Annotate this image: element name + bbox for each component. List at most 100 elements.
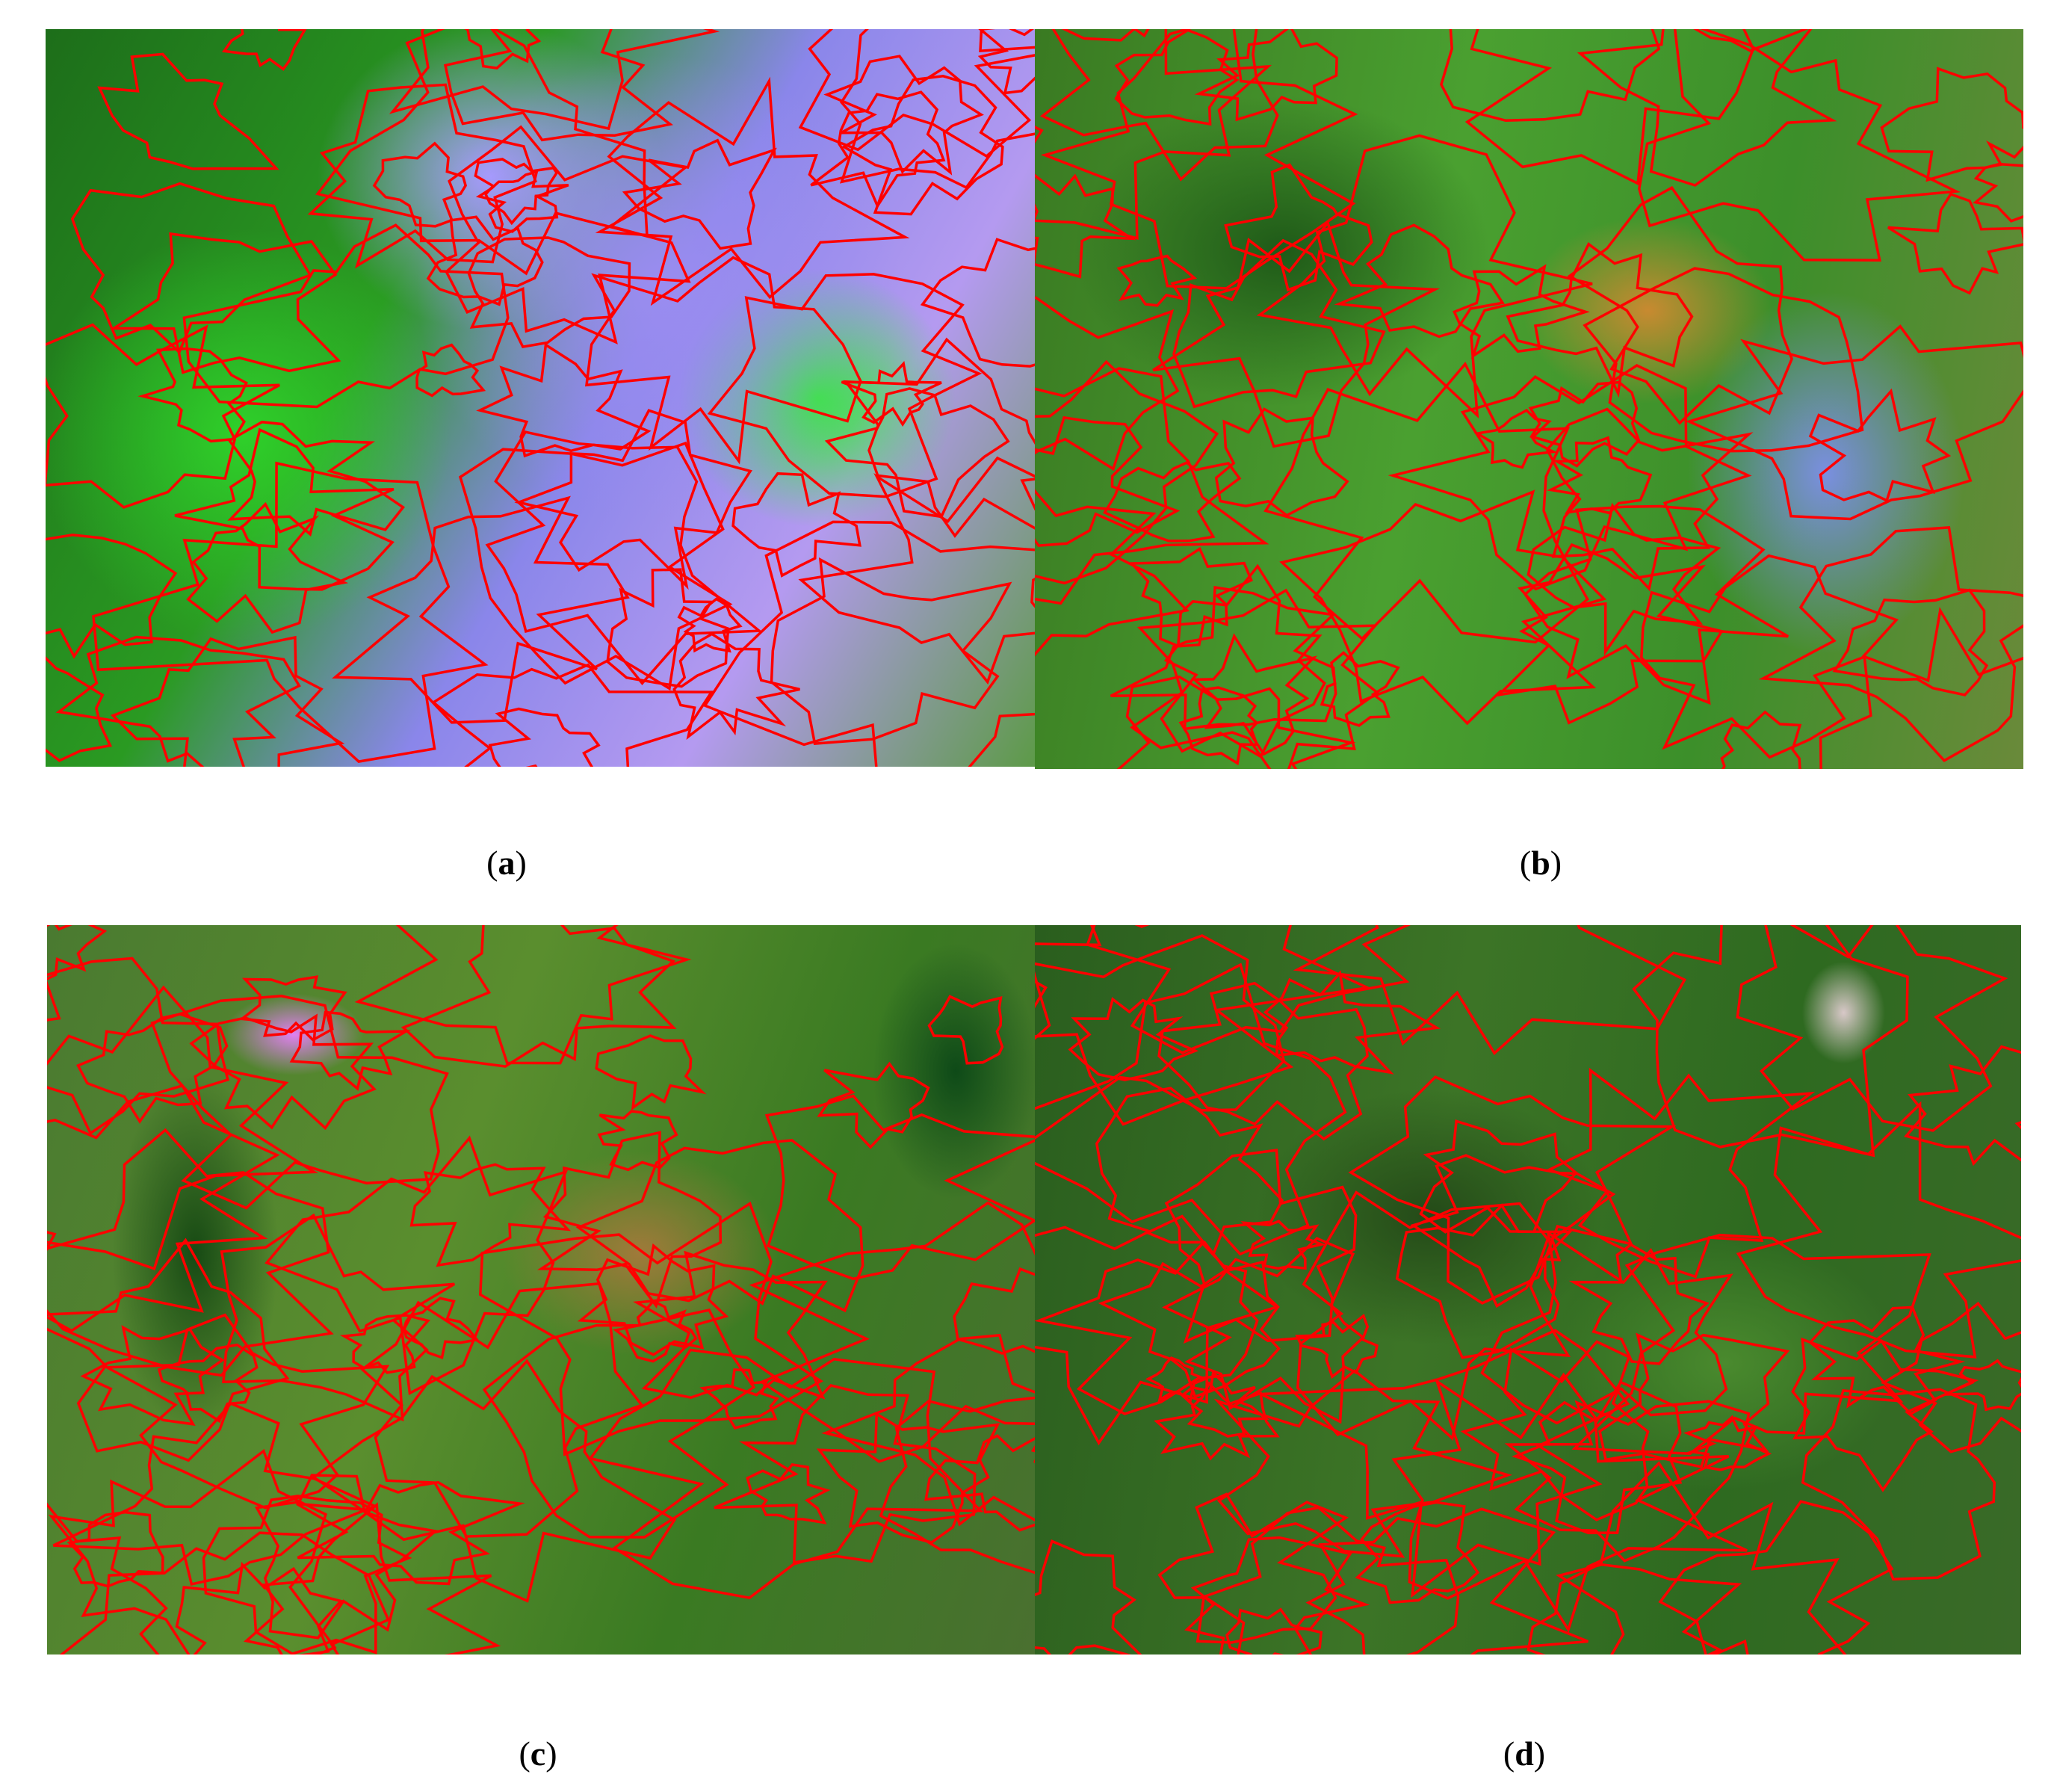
segment-boundary — [59, 1531, 391, 1654]
segment-boundary — [339, 1314, 431, 1374]
segment-boundary — [488, 707, 601, 767]
segment-boundary — [840, 29, 1035, 190]
segment-boundary — [485, 430, 763, 686]
segment-boundary — [1758, 526, 2023, 763]
segment-boundary — [1035, 359, 1219, 585]
segment-boundary — [55, 635, 301, 767]
segment-boundary — [1391, 1372, 1748, 1634]
segment-boundary — [879, 1396, 1035, 1575]
segment-boundary — [927, 995, 1004, 1065]
segment-boundary — [1293, 925, 1687, 1055]
segment-boundary — [1214, 407, 1349, 517]
segment-boundary — [1263, 970, 1441, 1075]
segment-boundary — [1832, 588, 1989, 696]
segment-boundary — [307, 83, 537, 269]
segment-boundary — [1388, 364, 1752, 591]
segment-boundary — [431, 663, 714, 767]
segment-boundary — [1035, 367, 1269, 605]
segment-boundary — [482, 1309, 756, 1539]
segment-boundary — [222, 29, 307, 71]
segment-boundary — [672, 632, 800, 741]
segment-boundary — [953, 1267, 1035, 1355]
segment-boundary — [1526, 502, 1722, 656]
segment-boundary — [1355, 1501, 1480, 1604]
segment-boundary — [254, 1474, 439, 1640]
panel-a-caption: (a) — [486, 844, 527, 882]
segment-boundary — [1296, 1190, 1571, 1441]
segment-boundary — [595, 1034, 707, 1110]
segment-boundary — [1460, 1340, 1650, 1521]
segment-boundary — [817, 1061, 930, 1149]
segment-boundary — [458, 441, 733, 691]
segment-boundary — [48, 1448, 337, 1654]
segment-boundary — [157, 1343, 259, 1424]
segment-boundary — [622, 138, 777, 250]
segment-boundary — [1808, 388, 1952, 503]
segment-boundary — [227, 420, 406, 537]
segment-boundary — [47, 1238, 290, 1462]
segment-boundary — [46, 323, 280, 509]
segment-boundary — [389, 29, 720, 131]
segment-boundary — [175, 1562, 344, 1654]
segment-boundary — [47, 985, 318, 1271]
segment-boundary — [1035, 29, 1272, 241]
segment-boundary — [1116, 254, 1198, 307]
segment-boundary — [1419, 1119, 1578, 1234]
segment-boundary — [202, 1495, 412, 1654]
segment-boundary — [1512, 1380, 1683, 1535]
segment-boundary — [443, 29, 673, 142]
segment-boundary — [920, 238, 1035, 368]
segment-boundary — [47, 957, 229, 1135]
segment-boundary — [464, 29, 542, 69]
segment-boundary — [47, 1084, 280, 1332]
segment-boundary — [46, 656, 113, 762]
segment-boundary — [1305, 1507, 1589, 1654]
segment-boundary — [1263, 361, 1589, 644]
segment-boundary — [1145, 1356, 1209, 1404]
segment-boundary — [1279, 489, 1607, 726]
panel-a-segmented-satellite-image — [46, 29, 1035, 767]
segment-boundary — [445, 125, 691, 345]
segment-boundary — [415, 343, 486, 398]
segment-boundary — [1039, 29, 1279, 182]
segment-boundary — [707, 273, 983, 498]
segment-boundary — [150, 995, 449, 1210]
segment-boundary — [821, 1333, 1035, 1527]
segment-boundary — [1035, 415, 1181, 547]
segment-boundary — [606, 568, 730, 688]
segment-boundary — [1546, 436, 1653, 515]
segment-boundary — [1098, 1260, 1281, 1399]
segment-boundary — [1320, 651, 1400, 727]
segment-boundary — [1213, 1369, 1513, 1558]
segment-boundary — [1526, 1563, 1742, 1654]
segment-boundary — [1880, 67, 2023, 182]
segment-boundary — [575, 1139, 864, 1313]
segment-boundary — [97, 52, 279, 170]
panel-d-segmented-satellite-image — [1035, 925, 2021, 1654]
segment-boundary — [1720, 710, 1802, 769]
segment-boundary — [66, 1510, 164, 1588]
segment-boundary — [174, 427, 395, 591]
segment-boundary — [702, 520, 1035, 767]
segment-boundary — [1194, 29, 1338, 122]
segment-boundary — [46, 534, 178, 659]
segment-boundary — [1110, 585, 1337, 731]
segment-boundary — [1348, 1075, 1677, 1305]
segment-boundary — [1440, 29, 1661, 123]
segment-boundary — [577, 1243, 729, 1356]
segment-boundary — [47, 1502, 168, 1654]
segment-boundary — [699, 1368, 779, 1430]
segment-boundary — [1162, 1237, 1366, 1424]
segment-boundary — [1480, 1230, 1733, 1425]
segment-boundary — [1184, 1536, 1370, 1654]
segment-boundary — [1410, 1154, 1616, 1309]
segment-boundary — [977, 29, 1035, 95]
segment-boundary — [52, 1401, 379, 1586]
segment-boundary — [1473, 408, 1558, 469]
segment-boundary — [823, 55, 984, 176]
segment-boundary — [1068, 997, 1199, 1081]
segment-boundary — [426, 215, 544, 306]
segment-boundary — [1128, 546, 1253, 648]
segment-boundary — [597, 1110, 678, 1172]
segment-boundary — [1157, 1492, 1349, 1644]
